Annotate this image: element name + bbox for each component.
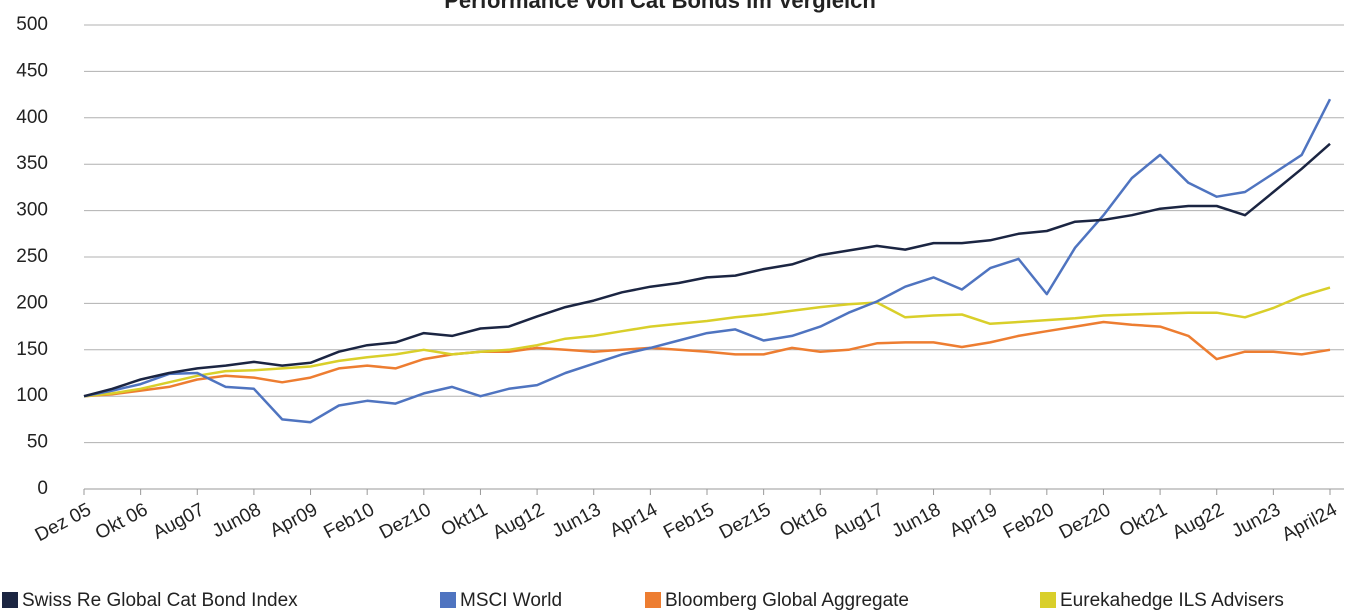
- y-tick-label: 100: [16, 385, 48, 406]
- x-tick-label: Jun08: [209, 499, 265, 542]
- x-tick-label: Dez15: [716, 499, 774, 543]
- legend-label: Eurekahedge ILS Advisers: [1060, 590, 1284, 611]
- legend-swatch: [2, 592, 18, 608]
- legend-swatch: [1040, 592, 1056, 608]
- x-tick-label: Jun23: [1228, 499, 1284, 542]
- y-tick-label: 50: [27, 432, 48, 453]
- y-tick-label: 200: [16, 292, 48, 313]
- chart-title: Performance von Cat Bonds im Vergleich: [444, 0, 876, 13]
- x-tick-label: Okt 06: [92, 499, 151, 544]
- x-tick-label: Dez20: [1056, 499, 1114, 543]
- x-tick-label: Aug22: [1169, 499, 1227, 543]
- y-tick-label: 300: [16, 200, 48, 221]
- y-tick-label: 350: [16, 153, 48, 174]
- x-tick-label: Aug12: [489, 499, 547, 543]
- legend-label: Swiss Re Global Cat Bond Index: [22, 590, 298, 611]
- legend-swatch: [440, 592, 456, 608]
- x-tick-label: Apr14: [606, 499, 661, 542]
- x-tick-label: Okt21: [1116, 499, 1171, 541]
- x-tick-label: Feb15: [660, 499, 717, 543]
- x-tick-label: April24: [1279, 499, 1341, 546]
- x-tick-label: Dez 05: [32, 499, 95, 546]
- x-tick-label: Okt16: [776, 499, 831, 541]
- x-tick-label: Feb10: [320, 499, 377, 543]
- y-tick-label: 400: [16, 107, 48, 128]
- series-line: [83, 320, 1331, 398]
- legend-label: Bloomberg Global Aggregate: [665, 590, 909, 611]
- series-line: [83, 98, 1332, 424]
- legend-swatch: [645, 592, 661, 608]
- x-tick-label: Dez10: [376, 499, 434, 543]
- y-tick-label: 250: [16, 246, 48, 267]
- x-tick-label: Apr19: [946, 499, 1001, 541]
- x-tick-label: Apr09: [267, 499, 322, 541]
- x-tick-label: Jun13: [549, 499, 605, 542]
- x-tick-label: Okt11: [438, 499, 491, 541]
- x-tick-label: Aug17: [829, 499, 887, 543]
- y-tick-label: 150: [16, 339, 48, 360]
- x-tick-label: Jun18: [889, 499, 945, 542]
- x-tick-label: Feb20: [1000, 499, 1057, 543]
- y-tick-label: 450: [16, 60, 48, 81]
- series-line: [83, 286, 1331, 398]
- legend-label: MSCI World: [460, 590, 562, 611]
- x-tick-label: Aug07: [150, 499, 208, 543]
- series-line: [83, 142, 1331, 398]
- y-tick-label: 0: [37, 478, 48, 499]
- y-tick-label: 500: [16, 14, 48, 35]
